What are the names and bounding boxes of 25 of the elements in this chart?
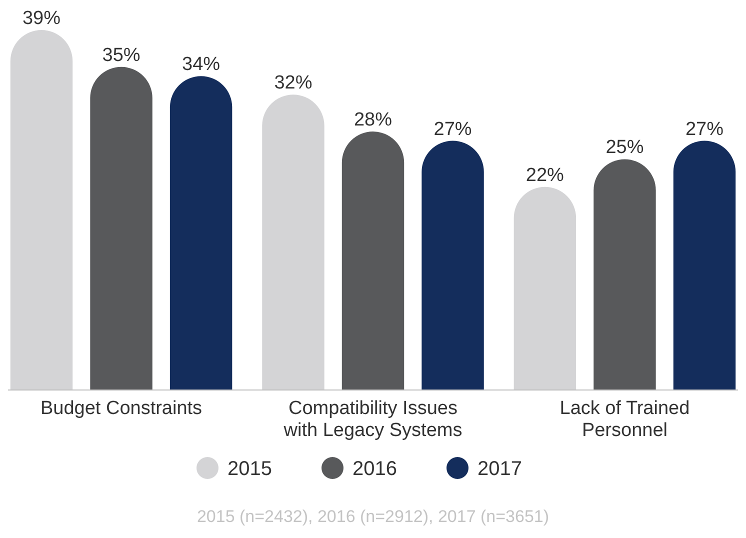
legend-label: 2015 (228, 458, 272, 480)
data-label: 32% (274, 72, 312, 94)
data-label: 25% (606, 137, 644, 158)
bar (422, 140, 484, 390)
bar (90, 66, 152, 390)
x-tick-label: Budget Constraints (40, 398, 202, 419)
bar (594, 159, 656, 390)
bar (10, 30, 73, 390)
bar (170, 76, 232, 390)
bar (262, 94, 324, 390)
data-label: 39% (22, 8, 61, 29)
bar (514, 186, 576, 390)
data-label: 22% (526, 164, 564, 186)
data-label: 27% (434, 118, 472, 140)
data-label: 35% (102, 44, 140, 66)
data-label: 28% (354, 110, 392, 131)
data-label: 34% (182, 54, 220, 76)
bar (342, 132, 404, 390)
x-tick-label: Lack of Trained Personnel (560, 398, 690, 441)
legend-label: 2017 (478, 458, 522, 480)
bar (673, 140, 736, 390)
text: 2015 (n=2432), 2016 (n=2912), 2017 (n=3651) (196, 507, 550, 526)
legend-label: 2016 (352, 458, 397, 480)
x-tick-label: Compatibility Issues with Legacy Systems (282, 398, 462, 441)
data-label: 27% (685, 118, 724, 140)
